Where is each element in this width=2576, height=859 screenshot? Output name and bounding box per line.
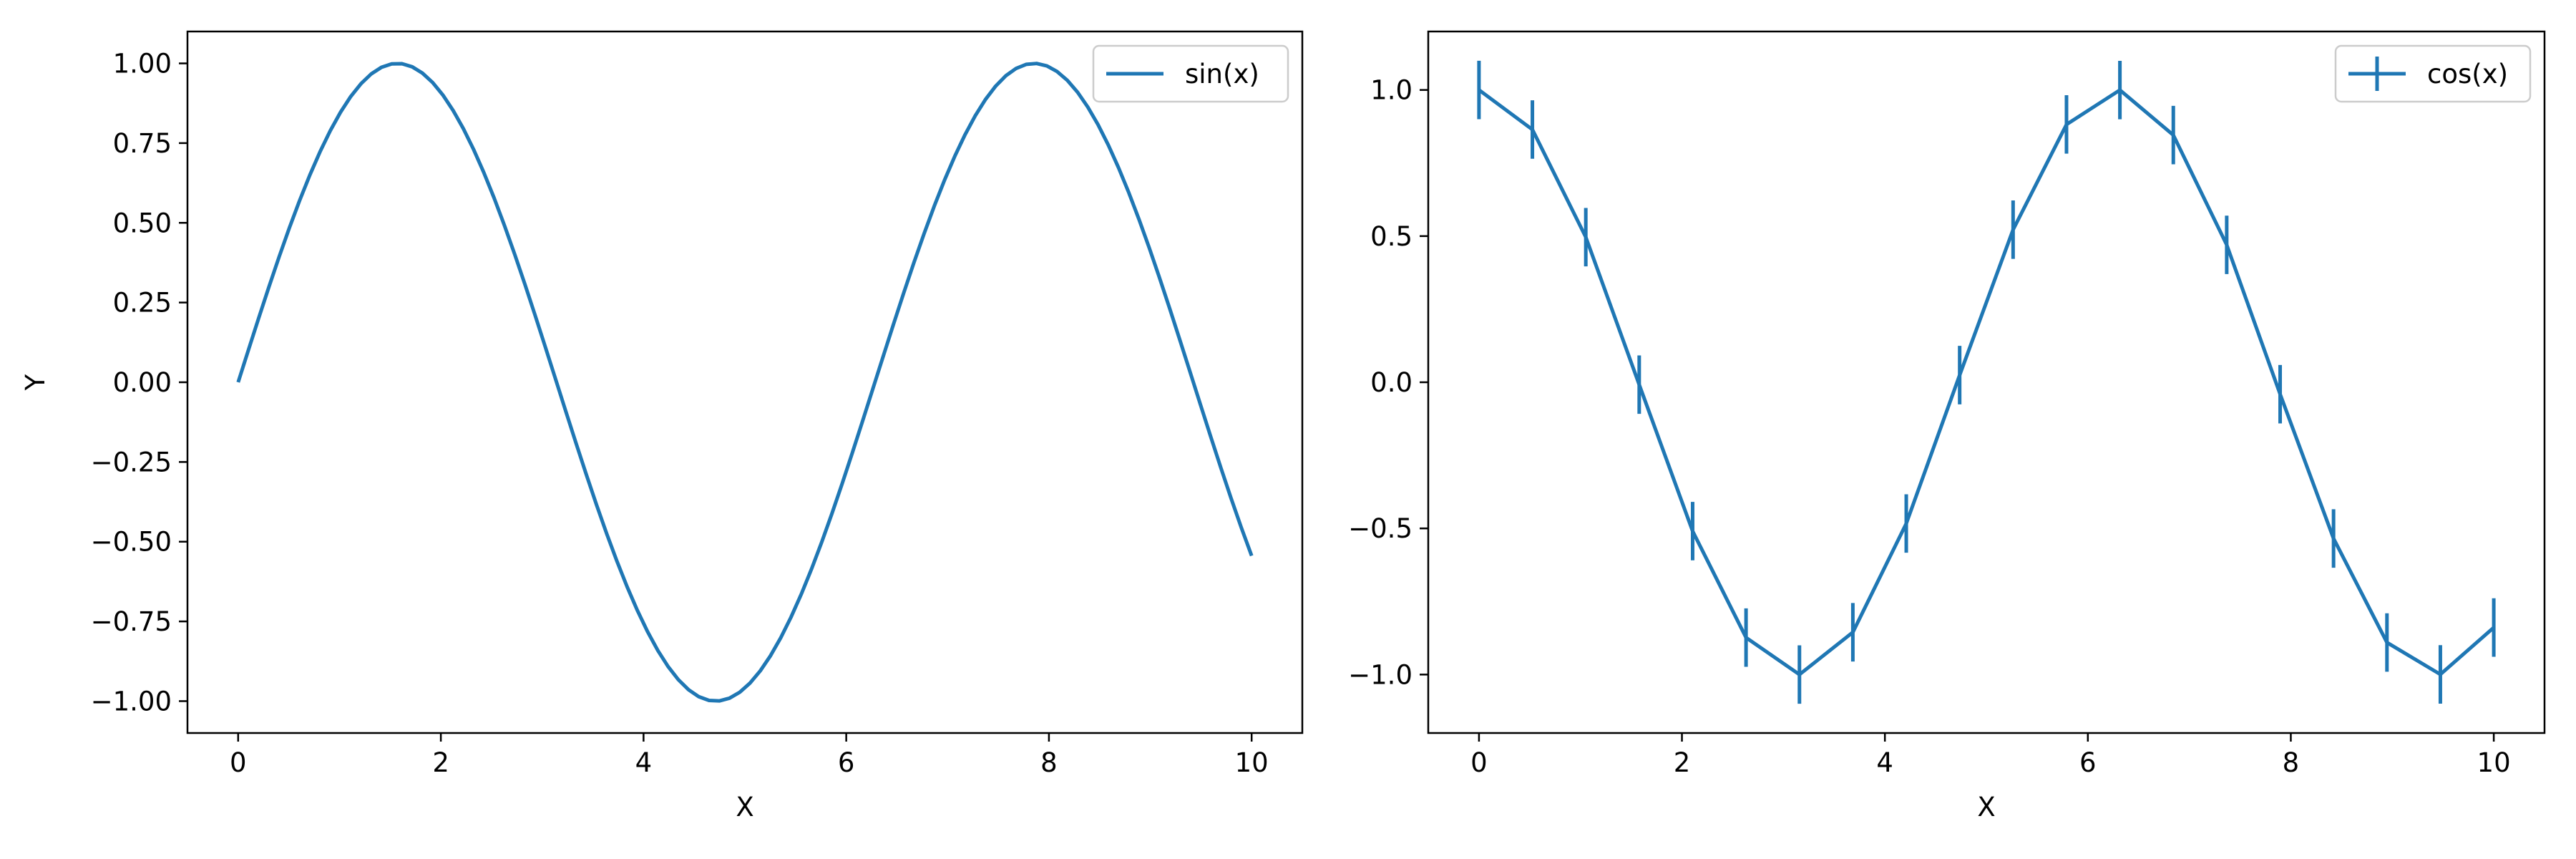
y-tick-label: 0.5 xyxy=(1370,221,1413,252)
x-tick-label: 6 xyxy=(2079,747,2097,778)
y-tick-label: 0.75 xyxy=(113,128,172,159)
x-tick-label: 4 xyxy=(635,747,653,778)
y-tick-label: 0.25 xyxy=(113,288,172,319)
legend-box xyxy=(1092,44,1289,103)
x-tick-label: 4 xyxy=(1876,747,1893,778)
y-axis-label: Y xyxy=(20,374,51,391)
x-tick-label: 2 xyxy=(432,747,449,778)
x-tick-label: 2 xyxy=(1674,747,1691,778)
y-tick-label: −0.50 xyxy=(91,527,172,558)
x-tick-label: 10 xyxy=(1235,747,1269,778)
axes-frame xyxy=(1427,30,2546,734)
x-axis-label: X xyxy=(736,792,753,822)
legend: cos(x) xyxy=(2334,44,2532,103)
y-tick-label: −0.25 xyxy=(91,447,172,477)
legend-box xyxy=(2334,44,2532,103)
x-tick-label: 8 xyxy=(2283,747,2300,778)
cos-series-line xyxy=(1478,88,2495,676)
legend: sin(x) xyxy=(1092,44,1289,103)
y-tick-label: −1.0 xyxy=(1348,659,1413,690)
y-tick-label: −0.5 xyxy=(1348,513,1413,544)
legend-label: sin(x) xyxy=(1185,59,1259,89)
y-tick-label: −1.00 xyxy=(91,686,172,717)
y-tick-label: 1.00 xyxy=(113,49,172,79)
y-tick-label: 0.00 xyxy=(113,367,172,398)
y-tick-label: −0.75 xyxy=(91,606,172,637)
x-tick-label: 10 xyxy=(2477,747,2511,778)
axes-frame xyxy=(186,30,1304,734)
x-tick-label: 0 xyxy=(1470,747,1488,778)
x-tick-label: 6 xyxy=(838,747,855,778)
sin-plot-panel: 0 2 4 6 8 10 −1.00 −0.75 −0.50 −0.25 0.00 0.25 0.50 0… xyxy=(20,30,1304,822)
x-tick-label: 8 xyxy=(1040,747,1058,778)
x-axis-label: X xyxy=(1977,792,1995,822)
legend-label: cos(x) xyxy=(2427,59,2508,89)
y-tick-label: 1.0 xyxy=(1370,75,1413,106)
y-tick-label: 0.0 xyxy=(1370,367,1413,398)
sin-series-line xyxy=(236,62,1254,703)
x-tick-label: 0 xyxy=(230,747,247,778)
y-tick-label: 0.50 xyxy=(113,208,172,238)
